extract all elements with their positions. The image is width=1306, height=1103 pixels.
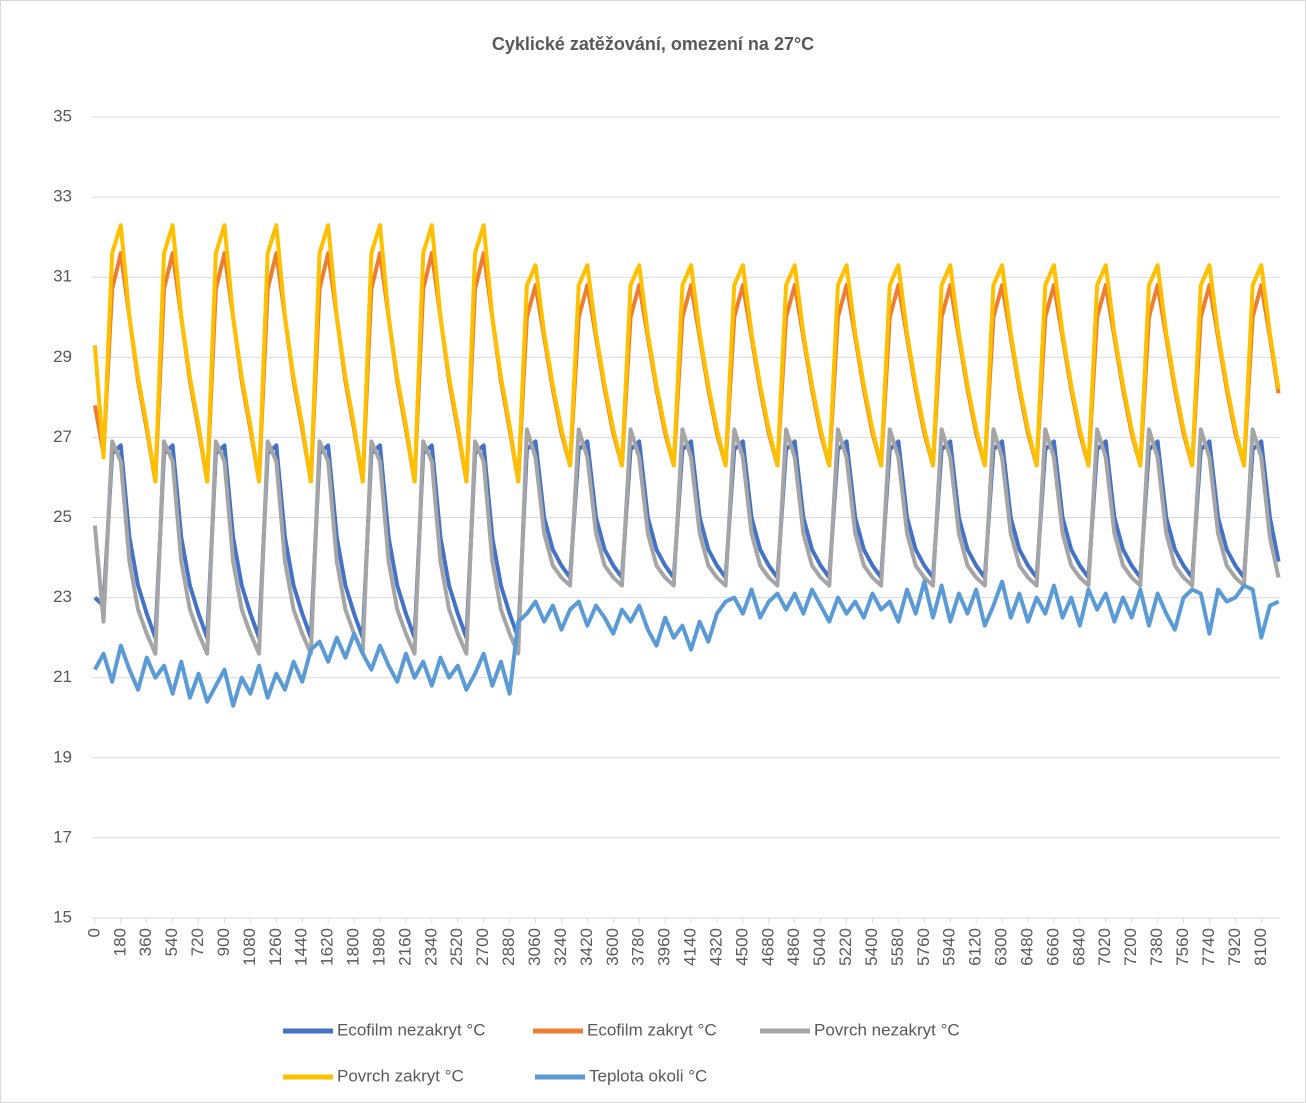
x-tick-label: 2340 (421, 928, 440, 966)
x-tick-label: 2880 (499, 928, 518, 966)
x-tick-label: 720 (188, 928, 207, 956)
x-tick-label: 1620 (318, 928, 337, 966)
x-tick-label: 3960 (655, 928, 674, 966)
x-tick-label: 1980 (369, 928, 388, 966)
y-tick-label: 31 (53, 267, 72, 286)
x-tick-label: 540 (162, 928, 181, 956)
x-tick-label: 3780 (629, 928, 648, 966)
y-tick-label: 17 (53, 827, 72, 846)
x-tick-label: 4860 (784, 928, 803, 966)
series-line (92, 427, 1281, 656)
x-tick-label: 5040 (810, 928, 829, 966)
x-tick-label: 5940 (940, 928, 959, 966)
x-tick-label: 5220 (836, 928, 855, 966)
x-tick-label: 6660 (1043, 928, 1062, 966)
legend-label: Teplota okoli °C (589, 1066, 707, 1085)
series-line (93, 579, 1280, 708)
y-tick-label: 25 (53, 507, 72, 526)
x-tick-label: 7560 (1173, 928, 1192, 966)
x-tick-label: 360 (136, 928, 155, 956)
x-tick-label: 5400 (862, 928, 881, 966)
x-tick-label: 2160 (395, 928, 414, 966)
y-tick-label: 27 (53, 427, 72, 446)
legend-label: Ecofilm nezakryt °C (337, 1020, 486, 1039)
y-tick-label: 19 (53, 747, 72, 766)
x-tick-label: 6120 (966, 928, 985, 966)
y-tick-label: 33 (53, 187, 72, 206)
legend-label: Povrch zakryt °C (337, 1066, 464, 1085)
x-tick-label: 4500 (732, 928, 751, 966)
x-tick-label: 3240 (551, 928, 570, 966)
x-tick-label: 4680 (758, 928, 777, 966)
x-tick-label: 0 (84, 928, 103, 937)
x-tick-label: 5580 (888, 928, 907, 966)
x-tick-label: 1260 (266, 928, 285, 966)
x-tick-label: 180 (110, 928, 129, 956)
x-tick-label: 6300 (992, 928, 1011, 966)
x-tick-label: 2700 (473, 928, 492, 966)
x-tick-label: 8100 (1251, 928, 1270, 966)
y-tick-label: 29 (53, 347, 72, 366)
x-tick-label: 7200 (1121, 928, 1140, 966)
x-tick-label: 1080 (240, 928, 259, 966)
x-tick-label: 3600 (603, 928, 622, 966)
legend-label: Povrch nezakryt °C (814, 1020, 960, 1039)
x-tick-label: 1800 (344, 928, 363, 966)
x-tick-label: 6840 (1069, 928, 1088, 966)
x-tick-label: 3060 (525, 928, 544, 966)
y-tick-label: 21 (53, 667, 72, 686)
legend-label: Ecofilm zakryt °C (587, 1020, 717, 1039)
x-tick-label: 7920 (1225, 928, 1244, 966)
y-tick-label: 23 (53, 587, 72, 606)
x-tick-label: 1440 (292, 928, 311, 966)
x-tick-label: 6480 (1017, 928, 1036, 966)
series-line (92, 223, 1281, 484)
x-tick-label: 5760 (914, 928, 933, 966)
x-tick-label: 4140 (681, 928, 700, 966)
chart-title: Cyklické zatěžování, omezení na 27°C (492, 34, 814, 54)
x-tick-label: 7020 (1095, 928, 1114, 966)
x-tick-label: 3420 (577, 928, 596, 966)
x-tick-label: 2520 (447, 928, 466, 966)
x-tick-label: 900 (214, 928, 233, 956)
x-tick-label: 4320 (706, 928, 725, 966)
y-tick-label: 35 (53, 106, 72, 125)
x-tick-label: 7380 (1147, 928, 1166, 966)
x-tick-label: 7740 (1199, 928, 1218, 966)
y-tick-label: 15 (53, 907, 72, 926)
